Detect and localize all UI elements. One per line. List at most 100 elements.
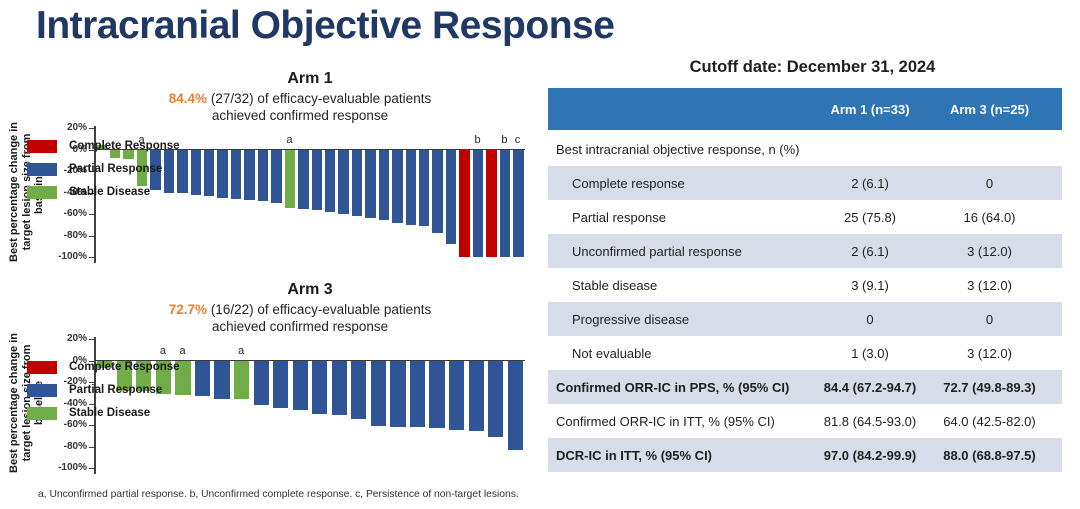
arm3-value: 3 (12.0) [967, 243, 1012, 259]
waterfall-bar [409, 360, 426, 428]
waterfall-bar [445, 149, 457, 245]
waterfall-bar [499, 149, 511, 257]
waterfall-bar [468, 360, 484, 432]
row-label: Confirmed ORR-IC in ITT, % (95% CI) [556, 413, 775, 429]
waterfall-bar [284, 149, 296, 208]
y-tick-mark [89, 214, 94, 216]
waterfall-bar [175, 360, 191, 395]
y-tick-mark [89, 235, 94, 237]
bar-annotation-a: a [179, 344, 186, 357]
row-label: Stable disease [572, 277, 658, 293]
waterfall-bar [233, 360, 250, 400]
legend-swatch-cr [27, 139, 57, 153]
bar-annotation-c: c [514, 133, 521, 146]
y-axis-line [94, 337, 96, 474]
slide-title: Intracranial Objective Response [36, 4, 615, 47]
y-tick-label: -20% [63, 376, 87, 387]
waterfall-bar [419, 149, 430, 226]
waterfall-bar [97, 360, 113, 369]
legend-label: Complete Response [69, 140, 180, 152]
waterfall-bar [507, 360, 523, 450]
table-row: Complete response 2 (6.1) 0 [548, 166, 1062, 200]
y-tick-mark [89, 446, 94, 448]
waterfall-bar [298, 149, 309, 209]
waterfall-bar [429, 360, 445, 429]
row-label: Best intracranial objective response, n … [556, 141, 800, 157]
arm1-subtitle-text: (27/32) of efficacy-evaluable patients [207, 91, 432, 106]
arm3-response-rate-value: 72.7% [168, 302, 208, 317]
waterfall-bar [392, 149, 403, 223]
arm1-value: 25 (75.8) [843, 209, 897, 225]
bar-annotation-a: a [286, 133, 293, 146]
legend-swatch-sd [27, 185, 57, 199]
y-tick-mark [89, 425, 94, 427]
waterfall-bar [244, 149, 255, 201]
arm3-subtitle-line2: achieved confirmed response [211, 319, 389, 335]
table-row: Not evaluable 1 (3.0) 3 (12.0) [548, 336, 1062, 370]
y-tick-label: -40% [63, 397, 87, 409]
arm3-value: 0 [985, 175, 994, 191]
chart-legend: Complete Response Partial Response Stable … [27, 139, 180, 208]
legend-item: Partial Response [27, 162, 180, 176]
bar-annotation-a: a [138, 133, 145, 146]
waterfall-bar [370, 360, 387, 427]
waterfall-bar [273, 360, 289, 408]
legend-label: Complete Response [69, 361, 180, 373]
arm3-chart-title: Arm 3 [287, 281, 333, 298]
results-table: Arm 1 (n=33) Arm 3 (n=25) Best intracrania… [548, 88, 1062, 472]
waterfall-bar [116, 360, 132, 391]
y-tick-label: 0% [72, 143, 87, 155]
arm1-response-rate-value: 84.4% [168, 91, 208, 106]
waterfall-bar [204, 149, 215, 196]
waterfall-bar [432, 149, 443, 234]
arm1-value: 1 (3.0) [851, 345, 889, 361]
table-row: Progressive disease 0 0 [548, 302, 1062, 336]
table-header-row: Arm 1 (n=33) Arm 3 (n=25) [548, 88, 1062, 130]
arm3-chart-subtitle: 72.7% (16/22) of efficacy-evaluable pati… [70, 301, 530, 336]
waterfall-bar [136, 149, 148, 187]
legend-swatch-cr [27, 360, 57, 374]
waterfall-bar [459, 149, 470, 257]
table-row: Partial response 25 (75.8) 16 (64.0) [548, 200, 1062, 234]
y-tick-mark [89, 128, 94, 130]
arm3-value: 16 (64.0) [963, 209, 1016, 225]
legend-swatch-sd [27, 406, 57, 420]
waterfall-bar [150, 149, 161, 191]
y-tick-label: -80% [63, 229, 87, 241]
bar-annotation-a: a [159, 344, 167, 357]
waterfall-bar [472, 149, 484, 257]
waterfall-bar [217, 149, 228, 198]
arm3-waterfall-chart: Arm 3 72.7% (16/22) of efficacy-evaluabl… [0, 281, 545, 491]
waterfall-bar [155, 360, 172, 394]
waterfall-bar [257, 149, 269, 202]
header-cell-arm1: Arm 1 (n=33) [830, 101, 910, 117]
y-tick-mark [89, 468, 94, 470]
arm3-value: 3 (12.0) [967, 345, 1012, 361]
arm3-value: 64.0 (42.5-82.0) [943, 413, 1036, 429]
cutoff-date-title: Cutoff date: December 31, 2024 [689, 58, 936, 76]
legend-swatch-pr [27, 383, 57, 397]
bar-annotation-a: a [238, 344, 245, 357]
arm3-plot-area: 20% 0% -20% -40% -60% -80% -100% a a a [58, 333, 525, 474]
legend-item: Stable Disease [27, 185, 180, 199]
header-cell-arm3: Arm 3 (n=25) [949, 101, 1030, 117]
table-row: Best intracranial objective response, n … [548, 132, 1062, 166]
waterfall-bar [405, 149, 416, 225]
row-label: Progressive disease [572, 311, 690, 327]
y-tick-mark [89, 257, 94, 259]
y-tick-label: -80% [63, 440, 87, 452]
waterfall-bar [194, 360, 211, 396]
y-tick-mark [89, 339, 94, 341]
y-tick-mark [89, 360, 94, 362]
waterfall-bar [351, 149, 363, 217]
row-label: Complete response [572, 175, 685, 191]
waterfall-bar [486, 149, 497, 257]
row-label: Partial response [572, 209, 666, 225]
y-tick-label: 20% [66, 122, 87, 133]
waterfall-bar [136, 360, 152, 391]
waterfall-bar [253, 360, 269, 405]
arm3-value: 0 [985, 311, 994, 327]
table-row: Confirmed ORR-IC in PPS, % (95% CI) 84.4 … [548, 370, 1062, 404]
row-label: DCR-IC in ITT, % (95% CI) [556, 447, 713, 463]
